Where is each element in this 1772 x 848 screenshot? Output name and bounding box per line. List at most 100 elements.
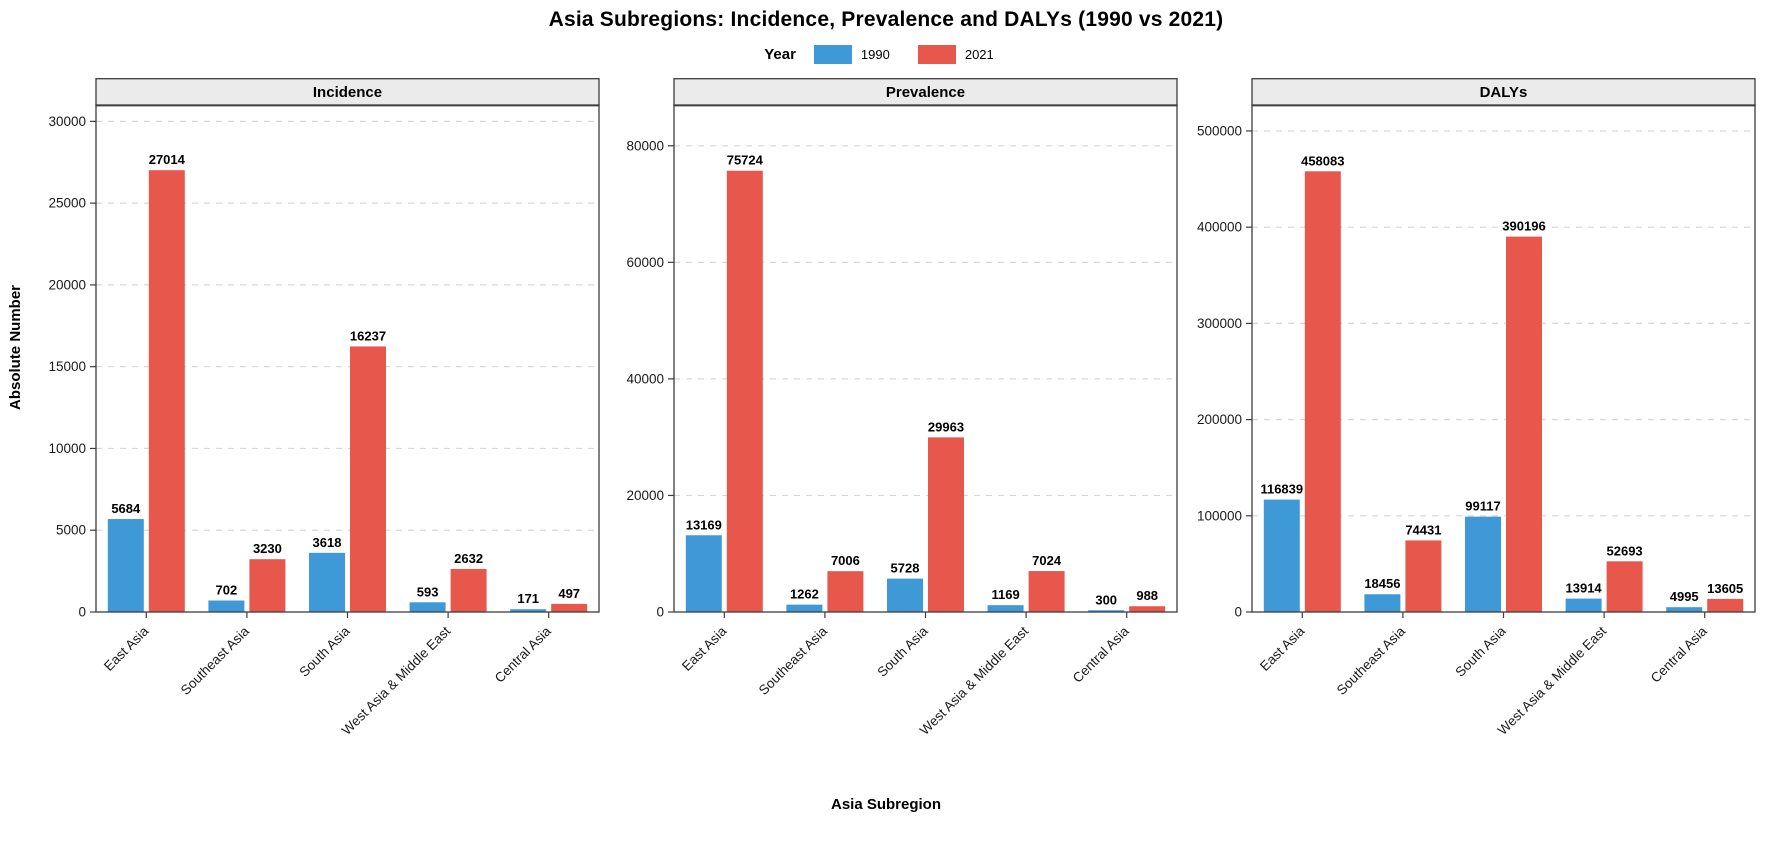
bar-value-label: 5684 xyxy=(111,501,141,516)
y-tick-label: 20000 xyxy=(48,277,86,292)
y-tick-label: 40000 xyxy=(626,371,664,386)
bar-value-label: 7006 xyxy=(831,553,860,568)
bar-2021 xyxy=(1405,540,1442,612)
bar-2021 xyxy=(1606,561,1643,612)
x-tick-label: East Asia xyxy=(1257,623,1308,674)
y-axis-title-gutter: Absolute Number xyxy=(0,78,30,618)
bar-value-label: 27014 xyxy=(149,152,186,167)
legend: Year 1990 2021 xyxy=(0,42,1772,66)
panel-border xyxy=(1251,104,1756,613)
y-tick-label: 60000 xyxy=(626,255,664,270)
bar-value-label: 52693 xyxy=(1607,543,1643,558)
bar-value-label: 13914 xyxy=(1566,581,1603,596)
y-tick-label: 25000 xyxy=(48,196,86,211)
bar-value-label: 99117 xyxy=(1465,499,1500,514)
facet-plot: 0 5000 10000 15000 20000 25000 30000 5684 27014 E… xyxy=(48,78,600,738)
bar-1990 xyxy=(1666,607,1703,612)
bar-value-label: 4995 xyxy=(1670,589,1699,604)
facet-strip-label: Incidence xyxy=(313,84,382,101)
facet-strip-label: Prevalence xyxy=(886,84,965,101)
bar-value-label: 300 xyxy=(1095,592,1117,607)
bar-2021 xyxy=(1028,571,1065,612)
facet-prevalence: 0 20000 40000 60000 80000 13169 75724 East Asia… xyxy=(608,78,1186,778)
x-tick-label: Central Asia xyxy=(1070,623,1132,685)
bar-value-label: 593 xyxy=(417,584,439,599)
x-tick-label: South Asia xyxy=(296,623,353,680)
bar-value-label: 3230 xyxy=(253,541,282,556)
facet-row: 0 5000 10000 15000 20000 25000 30000 5684 27014 E… xyxy=(30,78,1772,778)
facet-plot: 0 20000 40000 60000 80000 13169 75724 East Asia… xyxy=(626,78,1178,738)
legend-item-label: 1990 xyxy=(860,46,890,62)
bar-1990 xyxy=(1263,499,1300,612)
bar-2021 xyxy=(1506,236,1542,613)
bar-1990 xyxy=(510,609,547,612)
bar-value-label: 5728 xyxy=(891,561,920,576)
bar-2021 xyxy=(1304,171,1341,612)
y-tick-label: 15000 xyxy=(48,359,86,374)
y-tick-label: 400000 xyxy=(1197,220,1242,235)
bar-1990 xyxy=(409,602,446,612)
legend-title: Year xyxy=(764,45,796,63)
legend-item-label: 2021 xyxy=(964,46,994,62)
bar-2021 xyxy=(350,346,386,612)
bar-2021 xyxy=(726,170,763,612)
bar-value-label: 497 xyxy=(558,586,580,601)
x-axis-title: Asia Subregion xyxy=(830,796,942,813)
x-tick-label: West Asia & Middle East xyxy=(1495,623,1610,738)
bar-value-label: 171 xyxy=(517,591,539,606)
legend-swatch-2021-icon xyxy=(917,44,956,64)
chart-title: Asia Subregions: Incidence, Prevalence a… xyxy=(548,8,1224,31)
y-tick-label: 0 xyxy=(1234,605,1242,620)
panel-border xyxy=(95,104,600,613)
x-tick-label: West Asia & Middle East xyxy=(339,623,454,738)
x-tick-label: Southeast Asia xyxy=(1334,623,1409,698)
legend-item-2021: 2021 xyxy=(917,44,994,64)
facet-plot: 0 100000 200000 300000 400000 500000 116839 458… xyxy=(1197,78,1756,738)
bar-2021 xyxy=(1707,598,1744,612)
bar-1990 xyxy=(685,535,722,612)
facet-incidence: 0 5000 10000 15000 20000 25000 30000 5684 27014 E… xyxy=(30,78,608,778)
panel-border xyxy=(673,104,1178,613)
x-tick-label: Central Asia xyxy=(1648,623,1710,685)
bar-2021 xyxy=(450,568,487,612)
bar-2021 xyxy=(827,571,864,612)
y-tick-label: 10000 xyxy=(48,441,86,456)
bar-1990 xyxy=(1088,610,1125,612)
bar-2021 xyxy=(551,603,588,612)
y-tick-label: 0 xyxy=(656,605,664,620)
bar-value-label: 1262 xyxy=(790,587,819,602)
x-tick-label: South Asia xyxy=(874,623,931,680)
x-tick-label: Southeast Asia xyxy=(178,623,253,698)
bar-1990 xyxy=(1465,516,1501,612)
x-tick-label: East Asia xyxy=(101,623,152,674)
bar-1990 xyxy=(987,605,1024,612)
bar-value-label: 458083 xyxy=(1301,153,1344,168)
bar-value-label: 988 xyxy=(1136,588,1158,603)
x-tick-label: South Asia xyxy=(1452,623,1509,680)
bar-1990 xyxy=(887,578,923,612)
legend-item-1990: 1990 xyxy=(813,44,890,64)
bar-value-label: 3618 xyxy=(313,535,342,550)
bar-1990 xyxy=(208,600,245,612)
bar-value-label: 116839 xyxy=(1260,482,1303,497)
y-axis-title: Absolute Number xyxy=(6,285,24,411)
bar-1990 xyxy=(107,519,144,612)
y-tick-label: 200000 xyxy=(1197,412,1242,427)
bar-2021 xyxy=(249,559,286,612)
bar-1990 xyxy=(1364,594,1401,612)
bar-1990 xyxy=(786,604,823,612)
y-tick-label: 30000 xyxy=(48,114,86,129)
y-tick-label: 0 xyxy=(78,605,86,620)
bar-value-label: 702 xyxy=(216,583,238,598)
y-tick-label: 5000 xyxy=(56,523,86,538)
bar-value-label: 13169 xyxy=(686,517,722,532)
bar-value-label: 75724 xyxy=(727,153,764,168)
bar-value-label: 29963 xyxy=(928,419,964,434)
y-tick-label: 80000 xyxy=(626,138,664,153)
bar-value-label: 7024 xyxy=(1032,553,1062,568)
bar-value-label: 18456 xyxy=(1364,576,1400,591)
facet-strip xyxy=(1251,78,1756,107)
y-tick-label: 500000 xyxy=(1197,123,1242,138)
facet-strip xyxy=(673,78,1178,107)
chart-area: Absolute Number 0 5000 10000 15000 20000 2500… xyxy=(0,78,1772,778)
